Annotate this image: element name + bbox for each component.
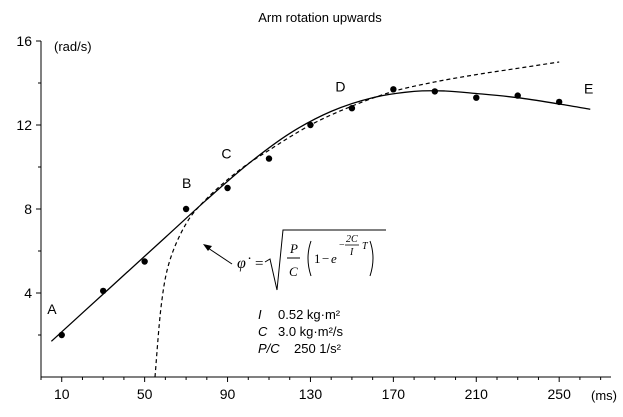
x-tick-label: 210 [465, 386, 489, 402]
y-axis-label: (rad/s) [54, 39, 92, 54]
data-point [58, 331, 65, 339]
y-tick-label: 12 [16, 117, 32, 133]
formula-one: 1 [314, 251, 321, 266]
formula-lhs: φ̇ [237, 255, 251, 272]
x-axis-ticks: 10 50 90 130 170 210 250 [40, 377, 602, 402]
data-points [58, 86, 563, 339]
data-point [390, 86, 397, 93]
formula-e: e [331, 251, 337, 266]
data-point [182, 205, 190, 213]
y-tick-label: 8 [24, 201, 32, 217]
x-tick-label: 90 [220, 386, 236, 402]
data-point [348, 105, 356, 112]
phase-label: D [335, 78, 345, 94]
param-I-value: 0.52 kg·m² [278, 307, 341, 322]
phase-label: B [182, 175, 191, 191]
curves [50, 61, 591, 378]
data-point [514, 92, 521, 99]
formula-C: C [289, 264, 298, 279]
param-C-symbol: C [258, 324, 268, 339]
formula-exp-minus: − [339, 240, 345, 251]
formula-exp-T: T [362, 241, 369, 252]
data-point [99, 287, 107, 295]
param-C-value: 3.0 kg·m²/s [278, 324, 344, 339]
phase-label: C [221, 146, 231, 162]
model-curve-dashed [154, 61, 560, 378]
formula-exp-den: I [349, 247, 354, 258]
fitted-curve-solid [50, 89, 591, 342]
formula-minus: − [322, 251, 329, 266]
y-axis-ticks: 4 8 12 16 [16, 33, 41, 336]
data-point [555, 98, 563, 106]
param-I-symbol: I [258, 307, 262, 322]
x-tick-label: 170 [382, 386, 406, 402]
y-tick-label: 16 [16, 33, 32, 49]
chart-title: Arm rotation upwards [258, 10, 382, 25]
formula-arrow [203, 244, 233, 265]
y-tick-label: 4 [24, 285, 32, 301]
x-tick-label: 10 [54, 386, 70, 402]
data-point [141, 258, 148, 265]
parameters: I 0.52 kg·m² C 3.0 kg·m²/s P/C 250 1/s² [258, 307, 344, 356]
x-tick-label: 250 [548, 386, 572, 402]
x-tick-label: 130 [299, 386, 323, 402]
phase-label: E [584, 81, 593, 97]
phase-label: A [47, 301, 57, 317]
data-point [265, 155, 273, 162]
x-axis-label: (ms) [591, 388, 617, 403]
data-point [473, 94, 480, 101]
formula: φ̇ = P C 1 − e − 2C I T [237, 229, 386, 291]
formula-exp-num: 2C [346, 234, 358, 245]
data-point [224, 184, 231, 192]
data-point [307, 121, 314, 129]
param-PC-symbol: P/C [258, 341, 280, 356]
x-tick-label: 50 [137, 386, 153, 402]
phase-labels: A B C D E [47, 78, 593, 317]
formula-sqrt-sign [264, 229, 386, 291]
formula-P: P [289, 241, 298, 256]
param-PC-value: 250 1/s² [294, 341, 342, 356]
data-point [431, 88, 439, 95]
formula-equals: = [255, 256, 263, 272]
